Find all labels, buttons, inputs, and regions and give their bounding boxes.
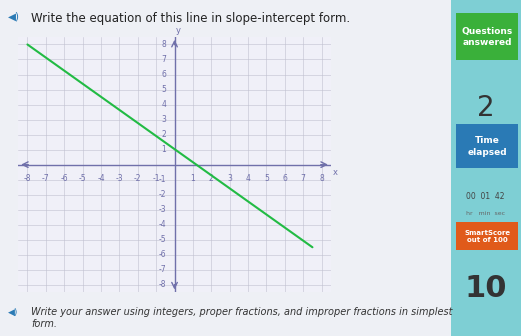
Text: Questions
answered: Questions answered: [462, 27, 513, 47]
Text: -6: -6: [158, 250, 166, 259]
Text: -7: -7: [158, 265, 166, 274]
Text: 1: 1: [162, 145, 166, 154]
Text: 5: 5: [162, 85, 166, 94]
Text: 8: 8: [319, 174, 324, 183]
Text: 6: 6: [162, 70, 166, 79]
Text: -4: -4: [97, 174, 105, 183]
Text: Write your answer using integers, proper fractions, and improper fractions in si: Write your answer using integers, proper…: [31, 307, 453, 329]
Text: -6: -6: [60, 174, 68, 183]
Text: 6: 6: [282, 174, 287, 183]
Text: 7: 7: [162, 55, 166, 64]
Text: 4: 4: [245, 174, 251, 183]
Text: 8: 8: [162, 40, 166, 49]
Text: 10: 10: [464, 275, 507, 303]
Text: -5: -5: [79, 174, 86, 183]
Text: Write the equation of this line in slope-intercept form.: Write the equation of this line in slope…: [31, 12, 351, 25]
Text: -2: -2: [134, 174, 142, 183]
Text: x: x: [333, 168, 338, 177]
Text: 2: 2: [162, 130, 166, 139]
Text: 1: 1: [191, 174, 195, 183]
Text: -3: -3: [116, 174, 123, 183]
Text: ◀): ◀): [8, 307, 18, 317]
Text: -1: -1: [159, 175, 166, 184]
Text: -8: -8: [23, 174, 31, 183]
Text: -5: -5: [158, 235, 166, 244]
Text: -8: -8: [159, 280, 166, 289]
Text: -3: -3: [158, 205, 166, 214]
Text: -2: -2: [159, 190, 166, 199]
Text: 00  01  42: 00 01 42: [466, 192, 505, 201]
Text: ◀): ◀): [8, 12, 20, 22]
Text: -1: -1: [153, 174, 160, 183]
Text: 4: 4: [162, 100, 166, 109]
Text: 3: 3: [162, 115, 166, 124]
Text: Time
elapsed: Time elapsed: [467, 136, 507, 157]
Text: 2: 2: [477, 93, 494, 122]
Text: 5: 5: [264, 174, 269, 183]
Text: -7: -7: [42, 174, 49, 183]
Text: y: y: [176, 27, 181, 36]
Text: hr   min  sec: hr min sec: [466, 211, 505, 216]
Text: 7: 7: [301, 174, 306, 183]
Text: SmartScore
out of 100: SmartScore out of 100: [464, 229, 510, 243]
Text: 3: 3: [227, 174, 232, 183]
Text: 2: 2: [209, 174, 214, 183]
Text: -4: -4: [158, 220, 166, 229]
